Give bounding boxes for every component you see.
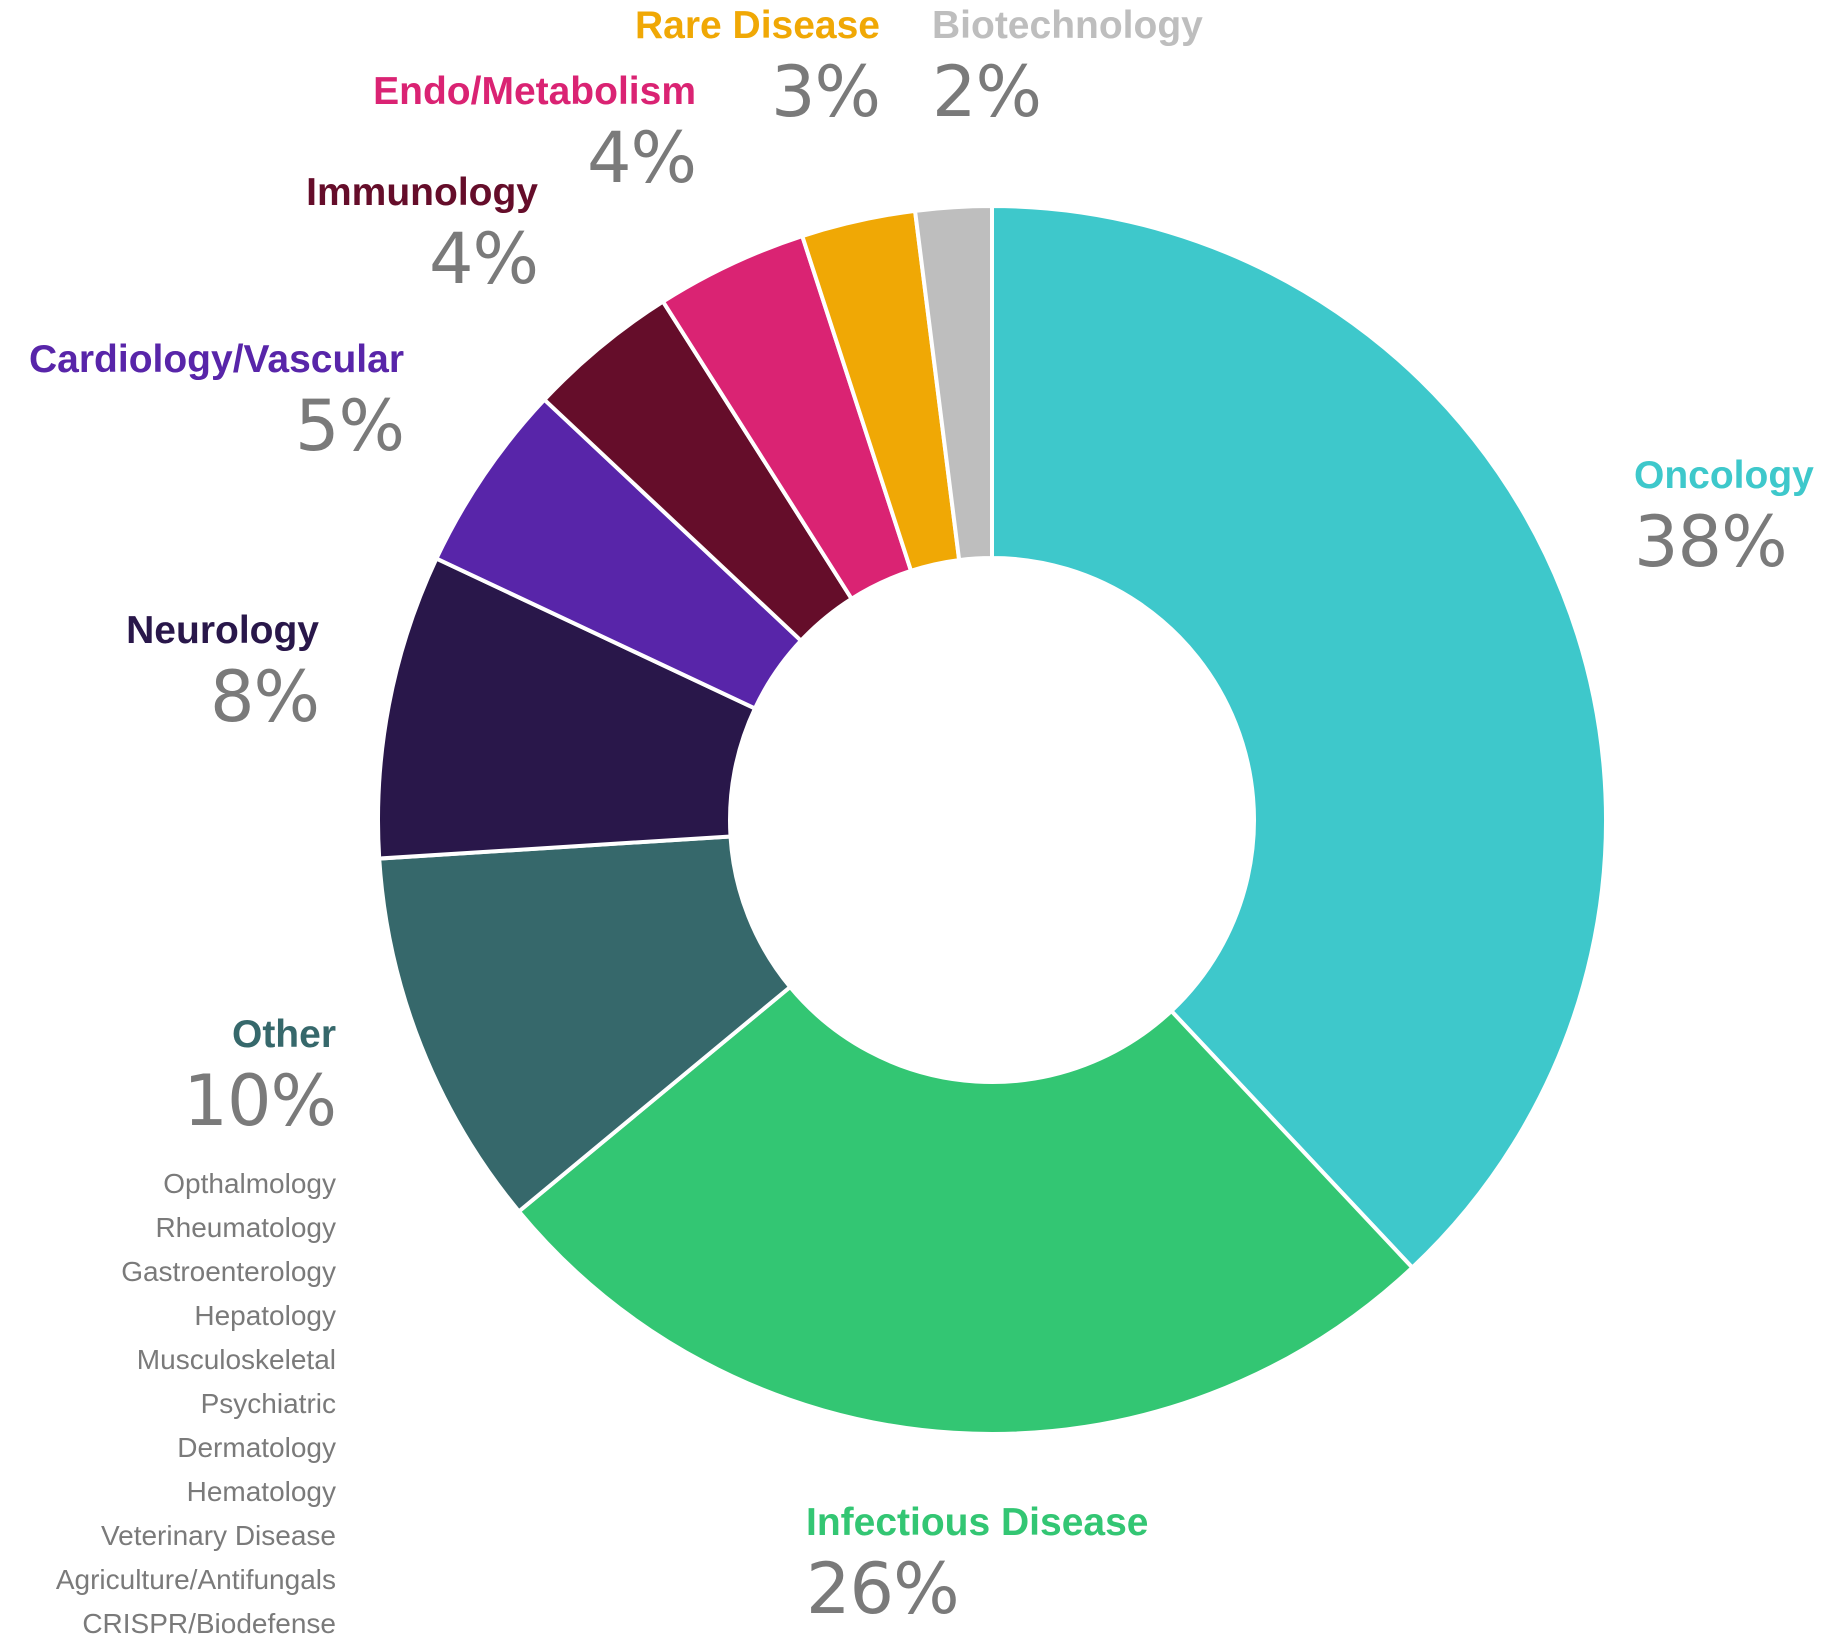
other-breakdown-item: Agriculture/Antifungals: [55, 1564, 336, 1595]
label-endo-metabolism: Endo/Metabolism 4%: [373, 69, 697, 201]
label-immunology: Immunology 4%: [306, 170, 539, 302]
label-oncology-name: Oncology: [1634, 454, 1814, 497]
slice-infectious-disease: [516, 984, 1416, 1436]
other-breakdown-item: Musculoskeletal: [136, 1344, 336, 1375]
label-oncology-percent: 38%: [1634, 501, 1788, 583]
label-immunology-name: Immunology: [306, 171, 538, 214]
other-breakdown-item: Rheumatology: [155, 1212, 336, 1243]
label-oncology: Oncology 38%: [1634, 453, 1814, 585]
other-breakdown-item: Hematology: [186, 1476, 336, 1507]
label-immunology-percent: 4%: [428, 218, 539, 300]
label-other-percent: 10%: [183, 1060, 337, 1142]
label-other-name: Other: [231, 1013, 336, 1056]
label-endo-metabolism-name: Endo/Metabolism: [373, 70, 696, 113]
label-neurology-percent: 8%: [209, 656, 320, 738]
label-rare-disease: Rare Disease 3%: [634, 3, 881, 135]
label-neurology-name: Neurology: [126, 609, 319, 652]
label-rare-disease-percent: 3%: [770, 51, 881, 133]
label-cardiology-vascular-percent: 5%: [294, 385, 405, 467]
slice-other: [377, 834, 793, 1215]
label-biotechnology: Biotechnology 2%: [932, 3, 1203, 135]
other-breakdown-item: Psychiatric: [200, 1388, 336, 1419]
label-rare-disease-name: Rare Disease: [634, 4, 880, 47]
label-biotechnology-percent: 2%: [932, 51, 1042, 133]
label-endo-metabolism-percent: 4%: [586, 117, 697, 199]
label-other: Other 10%: [183, 1012, 337, 1144]
slice-biotechnology: [912, 203, 994, 563]
other-breakdown-list: Opthalmology Rheumatology Gastroenterolo…: [56, 1162, 336, 1646]
label-infectious-disease-percent: 26%: [806, 1548, 960, 1630]
label-cardiology-vascular: Cardiology/Vascular 5%: [29, 337, 405, 469]
other-breakdown-item: Veterinary Disease: [100, 1520, 336, 1551]
slice-neurology: [376, 555, 758, 861]
other-breakdown-item: Hepatology: [194, 1300, 336, 1331]
label-neurology: Neurology 8%: [126, 608, 320, 740]
label-cardiology-vascular-name: Cardiology/Vascular: [29, 338, 404, 381]
label-infectious-disease-name: Infectious Disease: [806, 1501, 1149, 1544]
other-breakdown-item: Gastroenterology: [121, 1256, 336, 1287]
slice-oncology: [990, 203, 1608, 1271]
other-breakdown-item: CRISPR/Biodefense: [82, 1608, 336, 1639]
other-breakdown-item: Dermatology: [177, 1432, 336, 1463]
other-breakdown-item: Opthalmology: [163, 1168, 336, 1199]
label-biotechnology-name: Biotechnology: [932, 4, 1203, 47]
label-infectious-disease: Infectious Disease 26%: [806, 1500, 1148, 1632]
